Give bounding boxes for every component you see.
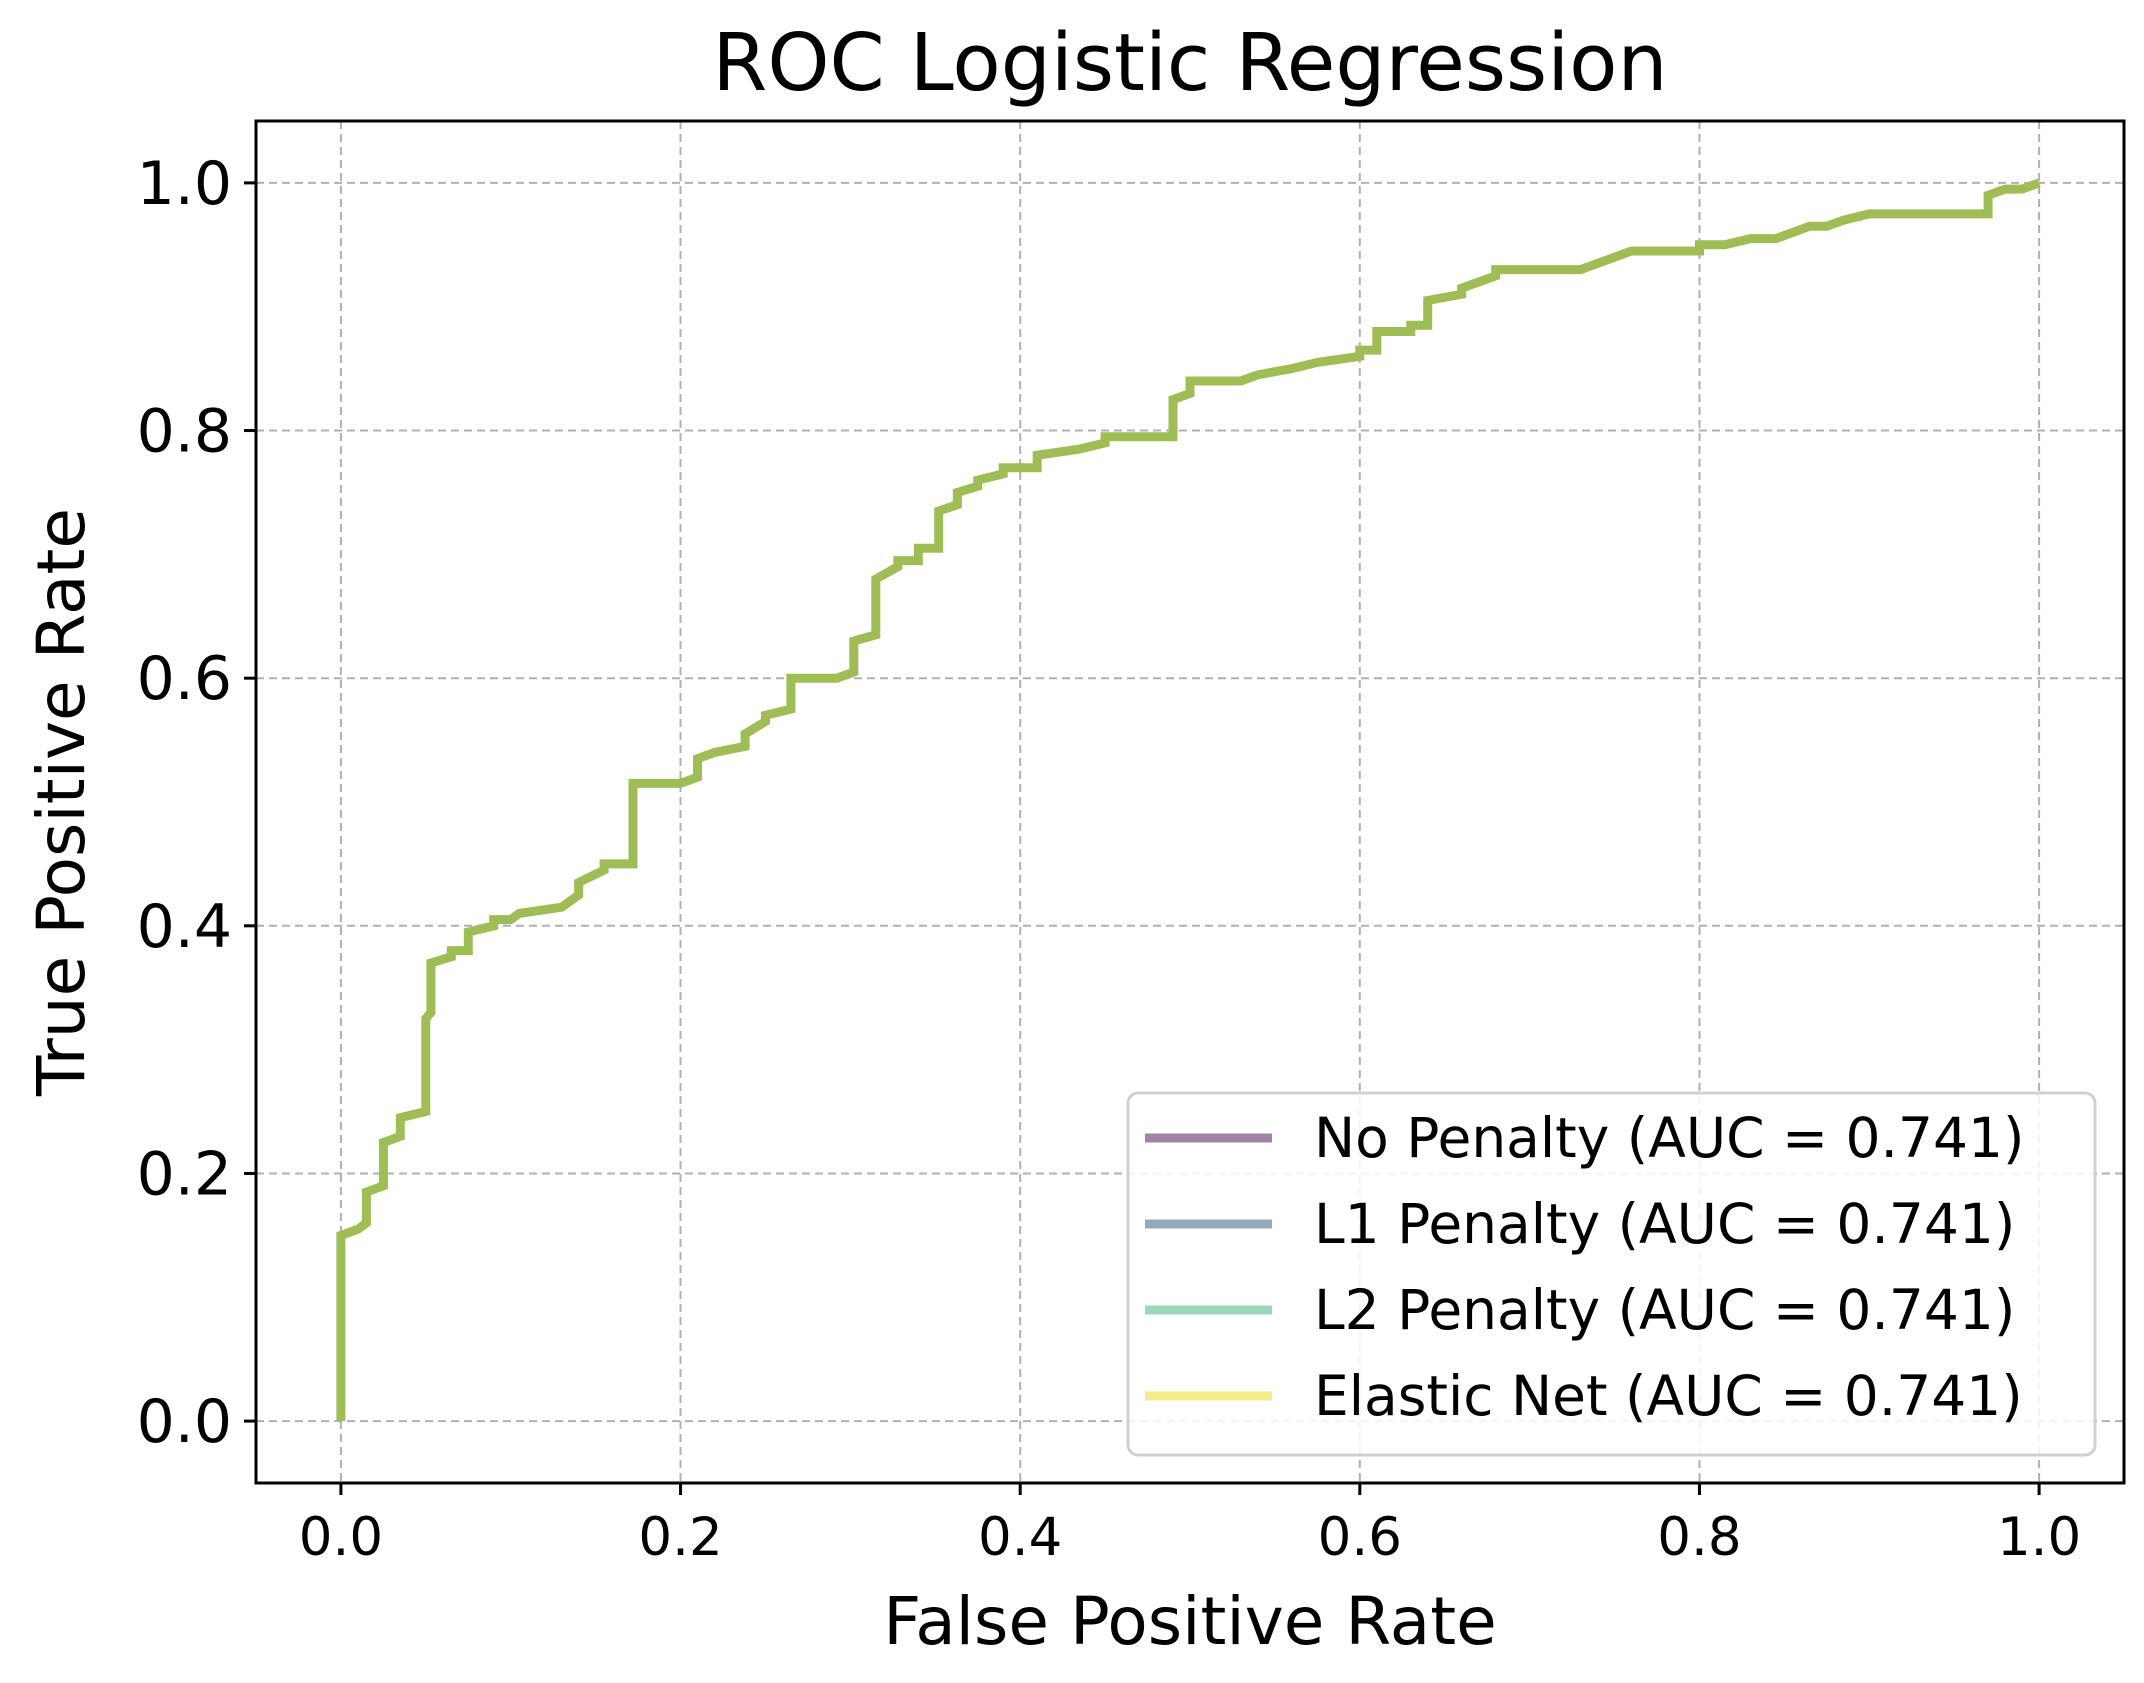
y-tick-label: 0.4 <box>137 892 232 962</box>
x-axis-label: False Positive Rate <box>883 1583 1496 1660</box>
x-axis-ticks: 0.0 0.2 0.4 0.6 0.8 1.0 <box>299 1483 2081 1568</box>
y-axis-label: True Positive Rate <box>23 508 100 1097</box>
y-axis-ticks: 0.0 0.2 0.4 0.6 0.8 1.0 <box>137 149 256 1457</box>
y-tick-label: 0.6 <box>137 644 232 714</box>
legend-label: L1 Penalty (AUC = 0.741) <box>1314 1192 2015 1256</box>
x-tick-label: 0.6 <box>1318 1507 1402 1568</box>
y-tick-label: 0.2 <box>137 1139 232 1209</box>
legend-label: L2 Penalty (AUC = 0.741) <box>1314 1278 2015 1342</box>
y-tick-label: 0.8 <box>137 397 232 467</box>
x-tick-label: 1.0 <box>1997 1507 2081 1568</box>
x-tick-label: 0.4 <box>978 1507 1062 1568</box>
x-tick-label: 0.0 <box>299 1507 383 1568</box>
legend: No Penalty (AUC = 0.741) L1 Penalty (AUC … <box>1126 1091 2097 1457</box>
chart-title: ROC Logistic Regression <box>712 17 1667 109</box>
roc-curve-line <box>336 178 2041 1422</box>
plot-frame <box>254 119 2126 1485</box>
y-tick-label: 0.0 <box>137 1387 232 1457</box>
y-tick-label: 1.0 <box>137 149 232 219</box>
roc-curves <box>336 178 2041 1422</box>
x-tick-label: 0.8 <box>1657 1507 1741 1568</box>
legend-box <box>1126 1091 2097 1457</box>
legend-label: No Penalty (AUC = 0.741) <box>1314 1106 2024 1170</box>
x-tick-label: 0.2 <box>638 1507 722 1568</box>
legend-label: Elastic Net (AUC = 0.741) <box>1314 1364 2023 1428</box>
